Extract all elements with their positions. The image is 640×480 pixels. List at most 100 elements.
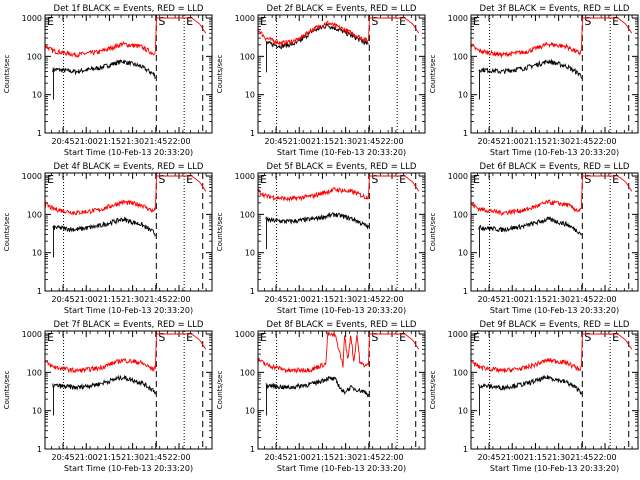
x-tick-label: 21:30 — [334, 137, 357, 146]
lld-series-line — [44, 17, 207, 58]
plot-frame — [470, 14, 639, 134]
x-tick-label: 20:45 — [265, 137, 288, 146]
lld-series-line — [257, 332, 420, 374]
x-tick-label: 22:00 — [380, 137, 403, 146]
y-tick-label: 100 — [240, 368, 255, 377]
lld-series-line — [44, 333, 207, 374]
x-tick-label: 21:45 — [144, 453, 167, 462]
marker-label: E — [399, 331, 406, 344]
marker-label: E — [260, 331, 267, 344]
marker-label: E — [186, 173, 193, 186]
lld-series-line — [470, 333, 633, 374]
x-tick-label: 21:30 — [547, 453, 570, 462]
y-tick-label: 1000 — [235, 330, 255, 339]
marker-label: E — [473, 331, 480, 344]
y-tick-label: 10 — [32, 91, 42, 100]
x-tick-label: 21:00 — [288, 137, 311, 146]
panel-title: Det 6f BLACK = Events, RED = LLD — [480, 162, 630, 172]
x-tick-label: 21:45 — [357, 295, 380, 304]
x-tick-label: 21:15 — [311, 453, 334, 462]
plot-frame — [257, 330, 426, 450]
x-tick-label: 21:00 — [501, 137, 524, 146]
events-series-line — [52, 374, 157, 395]
x-tick-label: 22:00 — [593, 137, 616, 146]
x-tick-label: 21:45 — [570, 137, 593, 146]
lld-series-line — [44, 175, 207, 216]
x-axis-label: Start Time (10-Feb-13 20:33:20) — [64, 306, 193, 315]
x-tick-label: 21:00 — [75, 295, 98, 304]
marker-label: E — [399, 173, 406, 186]
x-axis-label: Start Time (10-Feb-13 20:33:20) — [277, 148, 406, 157]
y-axis-label: Counts/sec — [429, 55, 437, 94]
x-tick-label: 22:00 — [380, 453, 403, 462]
y-tick-label: 10 — [245, 249, 255, 258]
x-tick-label: 21:15 — [98, 453, 121, 462]
y-tick-label: 10 — [458, 249, 468, 258]
x-tick-label: 21:45 — [570, 453, 593, 462]
x-tick-label: 21:15 — [524, 137, 547, 146]
x-tick-label: 21:00 — [75, 137, 98, 146]
x-tick-label: 20:45 — [52, 453, 75, 462]
marker-label: E — [399, 15, 406, 28]
x-tick-label: 21:15 — [524, 453, 547, 462]
x-tick-label: 20:45 — [52, 295, 75, 304]
y-tick-label: 1 — [37, 445, 42, 454]
x-tick-label: 21:15 — [98, 295, 121, 304]
events-series-line — [265, 375, 370, 398]
x-axis-label: Start Time (10-Feb-13 20:33:20) — [490, 306, 619, 315]
marker-label: S — [584, 173, 591, 186]
marker-label: S — [584, 331, 591, 344]
events-series-line — [265, 211, 370, 229]
detector-panel-5: Det 5f BLACK = Events, RED = LLD Counts/s… — [216, 162, 426, 315]
marker-label: E — [47, 15, 54, 28]
x-tick-label: 21:30 — [121, 137, 144, 146]
x-tick-label: 21:30 — [334, 453, 357, 462]
x-tick-label: 21:00 — [75, 453, 98, 462]
y-tick-label: 1000 — [22, 172, 42, 181]
detector-panel-1: Det 1f BLACK = Events, RED = LLD Counts/s… — [3, 4, 213, 157]
x-tick-label: 21:15 — [98, 137, 121, 146]
events-series-line — [478, 58, 583, 79]
x-axis-label: Start Time (10-Feb-13 20:33:20) — [490, 148, 619, 157]
events-series-line — [478, 374, 583, 395]
x-tick-label: 21:00 — [501, 453, 524, 462]
y-tick-label: 1000 — [22, 330, 42, 339]
x-tick-label: 22:00 — [167, 295, 190, 304]
x-tick-label: 21:30 — [121, 453, 144, 462]
y-tick-label: 10 — [245, 91, 255, 100]
x-axis-label: Start Time (10-Feb-13 20:33:20) — [64, 464, 193, 473]
y-tick-label: 100 — [27, 52, 42, 61]
x-axis-label: Start Time (10-Feb-13 20:33:20) — [277, 306, 406, 315]
y-tick-label: 100 — [27, 210, 42, 219]
detector-panel-8: Det 8f BLACK = Events, RED = LLD Counts/s… — [216, 320, 426, 473]
x-tick-label: 22:00 — [380, 295, 403, 304]
y-tick-label: 1 — [37, 129, 42, 138]
y-tick-label: 100 — [453, 368, 468, 377]
x-tick-label: 21:15 — [524, 295, 547, 304]
lld-series-line — [257, 17, 420, 46]
x-tick-label: 21:15 — [311, 137, 334, 146]
y-tick-label: 1 — [463, 287, 468, 296]
panel-title: Det 3f BLACK = Events, RED = LLD — [480, 4, 630, 14]
x-tick-label: 21:30 — [334, 295, 357, 304]
x-tick-label: 20:45 — [265, 295, 288, 304]
y-tick-label: 100 — [27, 368, 42, 377]
marker-label: E — [47, 331, 54, 344]
y-tick-label: 1000 — [22, 14, 42, 23]
marker-label: E — [612, 15, 619, 28]
marker-label: E — [186, 331, 193, 344]
y-axis-label: Counts/sec — [3, 213, 11, 252]
y-tick-label: 10 — [32, 407, 42, 416]
y-axis-label: Counts/sec — [3, 371, 11, 410]
y-tick-label: 1 — [250, 129, 255, 138]
y-tick-label: 1 — [250, 287, 255, 296]
y-axis-label: Counts/sec — [216, 55, 224, 94]
x-tick-label: 21:45 — [357, 453, 380, 462]
x-axis-label: Start Time (10-Feb-13 20:33:20) — [64, 148, 193, 157]
y-tick-label: 100 — [453, 52, 468, 61]
panel-title: Det 7f BLACK = Events, RED = LLD — [54, 320, 204, 330]
plot-frame — [44, 14, 213, 134]
plot-frame — [44, 330, 213, 450]
panel-title: Det 9f BLACK = Events, RED = LLD — [480, 320, 630, 330]
